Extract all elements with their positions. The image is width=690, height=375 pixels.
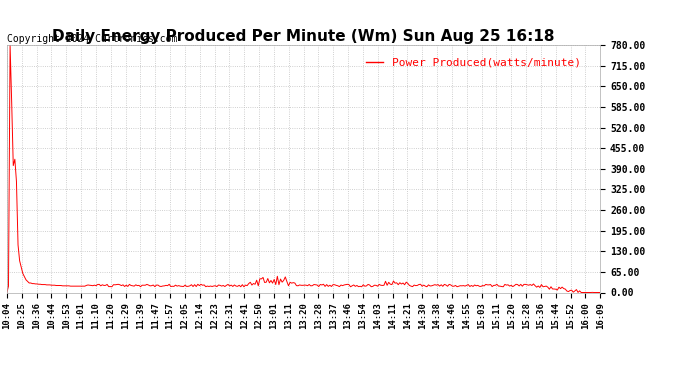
Legend: Power Produced(watts/minute): Power Produced(watts/minute) xyxy=(364,56,583,70)
Text: Copyright 2024 Curtronics.com: Copyright 2024 Curtronics.com xyxy=(7,34,177,44)
Title: Daily Energy Produced Per Minute (Wm) Sun Aug 25 16:18: Daily Energy Produced Per Minute (Wm) Su… xyxy=(52,29,555,44)
